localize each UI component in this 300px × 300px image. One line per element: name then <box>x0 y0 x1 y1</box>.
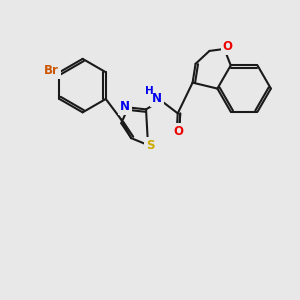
Text: S: S <box>146 139 154 152</box>
Text: N: N <box>120 100 130 113</box>
Text: N: N <box>152 92 162 105</box>
Text: H: H <box>145 85 153 96</box>
Text: Br: Br <box>44 64 59 77</box>
Text: O: O <box>174 125 184 138</box>
Text: Br: Br <box>44 64 59 77</box>
Text: O: O <box>222 40 232 53</box>
